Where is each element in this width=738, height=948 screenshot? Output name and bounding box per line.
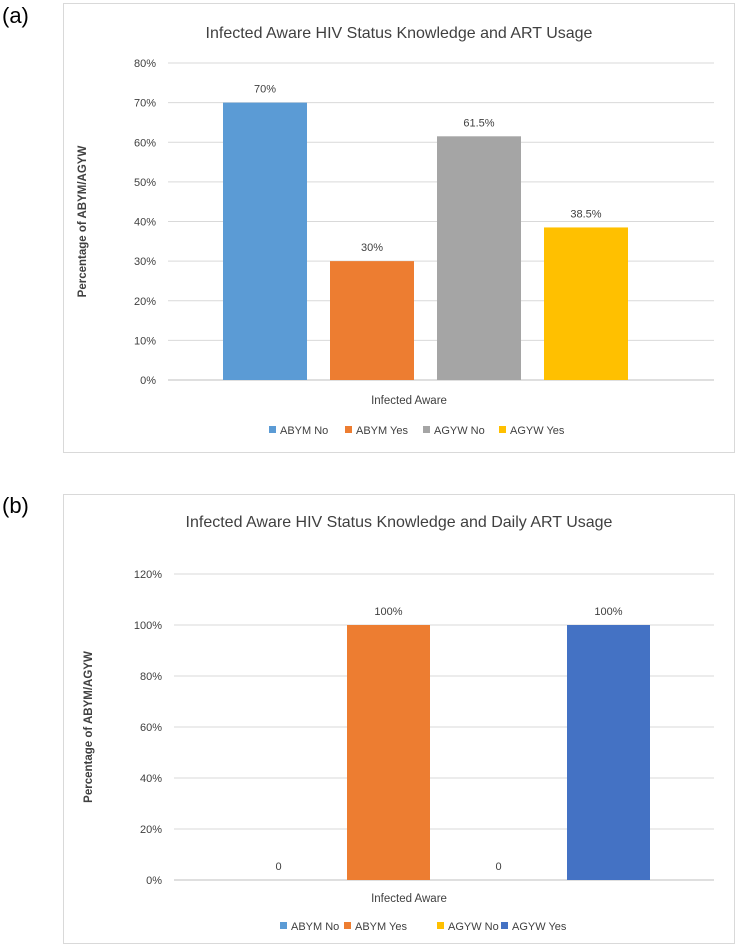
y-tick-label: 30% bbox=[134, 256, 156, 268]
data-label: 100% bbox=[374, 606, 402, 618]
legend-swatch bbox=[499, 426, 506, 433]
legend-entry: ABYM Yes bbox=[355, 921, 407, 933]
data-label: 0 bbox=[495, 861, 501, 873]
legend-swatch bbox=[280, 922, 287, 929]
y-tick-label: 40% bbox=[140, 773, 162, 785]
y-axis-label: Percentage of ABYM/AGYW bbox=[77, 146, 89, 298]
chart-a-container: Infected Aware HIV Status Knowledge and … bbox=[63, 3, 735, 453]
data-label: 0 bbox=[275, 861, 281, 873]
y-tick-label: 120% bbox=[134, 569, 162, 581]
legend-entry: AGYW Yes bbox=[510, 425, 565, 437]
legend-entry: ABYM Yes bbox=[356, 425, 408, 437]
y-tick-label: 70% bbox=[134, 98, 156, 110]
data-label: 100% bbox=[594, 606, 622, 618]
y-tick-label: 0% bbox=[140, 375, 156, 387]
legend-entry: ABYM No bbox=[291, 921, 339, 933]
y-tick-label: 60% bbox=[140, 722, 162, 734]
panel-b-label: (b) bbox=[2, 493, 29, 518]
data-label: 70% bbox=[254, 84, 276, 96]
legend-entry: AGYW No bbox=[434, 425, 485, 437]
chart-b-container: Infected Aware HIV Status Knowledge and … bbox=[63, 494, 735, 944]
panel-a-label: (a) bbox=[2, 3, 29, 28]
bar-abym-yes bbox=[330, 261, 414, 380]
legend-swatch bbox=[345, 426, 352, 433]
y-tick-label: 40% bbox=[134, 217, 156, 229]
legend-entry: AGYW Yes bbox=[512, 921, 567, 933]
chart-a: Infected Aware HIV Status Knowledge and … bbox=[77, 25, 714, 437]
x-axis-label: Infected Aware bbox=[371, 395, 447, 407]
data-label: 38.5% bbox=[570, 208, 601, 220]
legend-swatch bbox=[423, 426, 430, 433]
y-tick-label: 80% bbox=[140, 671, 162, 683]
y-tick-label: 20% bbox=[140, 824, 162, 836]
bar-abym-yes bbox=[347, 625, 430, 880]
bar-abym-no bbox=[223, 102, 307, 380]
chart-title: Infected Aware HIV Status Knowledge and … bbox=[206, 25, 593, 42]
legend-entry: ABYM No bbox=[280, 425, 328, 437]
chart-title: Infected Aware HIV Status Knowledge and … bbox=[186, 514, 613, 531]
legend-swatch bbox=[501, 922, 508, 929]
legend-swatch bbox=[269, 426, 276, 433]
data-label: 30% bbox=[361, 242, 383, 254]
y-tick-label: 60% bbox=[134, 137, 156, 149]
y-tick-label: 20% bbox=[134, 296, 156, 308]
data-label: 61.5% bbox=[463, 117, 494, 129]
legend-swatch bbox=[344, 922, 351, 929]
y-tick-label: 80% bbox=[134, 58, 156, 70]
legend-entry: AGYW No bbox=[448, 921, 499, 933]
y-tick-label: 50% bbox=[134, 177, 156, 189]
y-tick-label: 0% bbox=[146, 875, 162, 887]
bar-agyw-no bbox=[437, 136, 521, 380]
y-tick-label: 10% bbox=[134, 335, 156, 347]
y-axis-label: Percentage of ABYM/AGYW bbox=[83, 651, 95, 803]
legend-swatch bbox=[437, 922, 444, 929]
x-axis-label: Infected Aware bbox=[371, 893, 447, 905]
bar-agyw-yes bbox=[567, 625, 650, 880]
y-tick-label: 100% bbox=[134, 620, 162, 632]
bar-agyw-yes bbox=[544, 227, 628, 380]
chart-b: Infected Aware HIV Status Knowledge and … bbox=[83, 514, 714, 933]
